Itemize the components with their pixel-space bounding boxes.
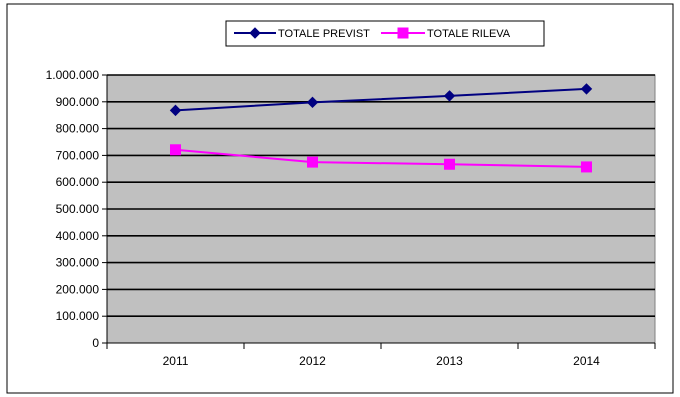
x-axis-ticks: 2011 2012 2013 2014 [106, 343, 656, 368]
y-tick-label: 400.000 [56, 229, 100, 243]
y-tick-label: 200.000 [56, 282, 100, 296]
y-tick-label: 100.000 [56, 309, 100, 323]
y-tick-label: 0 [92, 336, 99, 350]
y-tick-label: 900.000 [56, 95, 100, 109]
data-point-series-2 [581, 161, 592, 173]
gridlines [107, 74, 655, 318]
y-tick-label: 500.000 [56, 202, 100, 216]
legend-label-2: TOTALE RILEVA [427, 28, 511, 40]
legend-marker-2 [397, 27, 409, 39]
legend-marker-1 [249, 27, 261, 39]
y-axis-ticks: 0 100.000 200.000 300.000 400.000 500.000 600.… [46, 68, 107, 350]
data-point-series-1 [169, 104, 182, 117]
y-tick-label: 800.000 [56, 122, 100, 136]
data-point-series-2 [170, 144, 181, 156]
series-group [169, 83, 593, 173]
y-tick-label: 1.000.000 [46, 68, 100, 82]
x-tick-label: 2013 [436, 354, 463, 368]
x-tick-label: 2012 [299, 354, 326, 368]
data-point-series-1 [580, 83, 593, 95]
x-tick-label: 2014 [573, 354, 600, 368]
y-tick-label: 700.000 [56, 148, 100, 162]
series-line-2 [175, 148, 587, 168]
data-point-series-1 [306, 96, 319, 109]
y-tick-label: 300.000 [56, 256, 100, 270]
series-line-1 [175, 87, 587, 112]
y-tick-label: 600.000 [56, 175, 100, 189]
x-tick-label: 2011 [163, 354, 189, 368]
data-point-series-2 [307, 156, 318, 168]
legend: TOTALE PREVIST TOTALE RILEVA [225, 20, 545, 47]
legend-label-1: TOTALE PREVIST [278, 28, 370, 40]
data-point-series-2 [444, 158, 455, 170]
data-point-series-1 [443, 90, 456, 102]
